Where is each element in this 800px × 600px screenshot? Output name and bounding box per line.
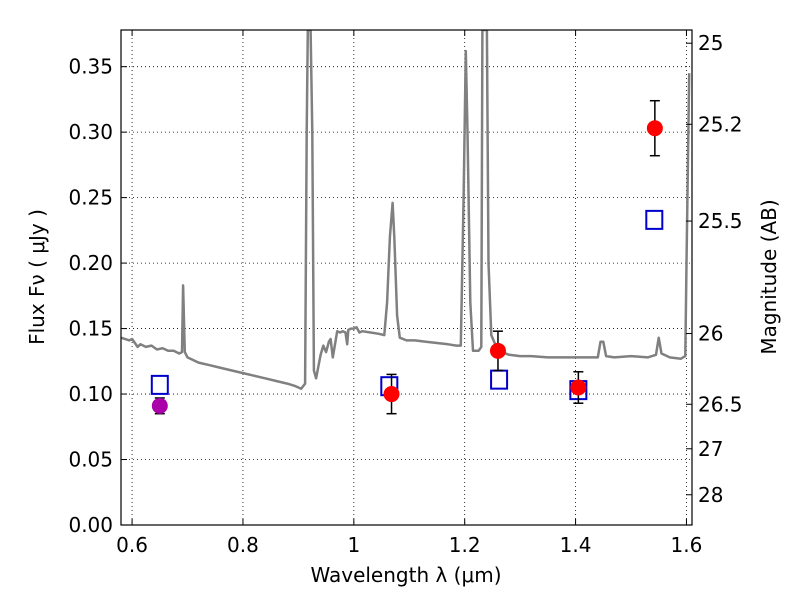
x-tick-label: 0.8 <box>227 533 259 557</box>
y-axis-label: Flux Fν ( μJy ) <box>25 209 49 345</box>
x-tick-label: 1 <box>347 533 360 557</box>
y-tick-label: 0.20 <box>68 251 113 275</box>
grid <box>121 30 692 526</box>
y-axis-right-label: Magnitude (AB) <box>757 199 781 354</box>
measured-point <box>570 379 587 396</box>
y-tick-label: 0.35 <box>68 55 113 79</box>
spectrum-line <box>121 30 691 391</box>
y-tick-label: 0.25 <box>68 186 113 210</box>
x-tick-label: 0.6 <box>116 533 148 557</box>
measured-point <box>151 397 168 414</box>
y-right-tick-label: 25.5 <box>698 209 743 233</box>
y-right-tick-label: 25 <box>698 31 723 55</box>
y-right-tick-label: 28 <box>698 483 723 507</box>
y-right-tick-label: 26.5 <box>698 392 743 416</box>
x-tick-label: 1.6 <box>671 533 703 557</box>
measured-point <box>646 120 663 137</box>
model-square-point <box>150 374 169 395</box>
measured-point <box>383 386 400 403</box>
y-tick-label: 0.05 <box>68 448 113 472</box>
y-tick-label: 0.10 <box>68 382 113 406</box>
x-tick-label: 1.4 <box>560 533 592 557</box>
y-right-tick-label: 26 <box>698 322 723 346</box>
y-right-tick-label: 27 <box>698 437 723 461</box>
model-square-point <box>645 209 664 230</box>
y-tick-label: 0.00 <box>68 513 113 537</box>
plot-area <box>121 30 691 415</box>
y-tick-label: 0.15 <box>68 317 113 341</box>
measured-point <box>489 342 506 359</box>
x-axis-label: Wavelength λ (μm) <box>310 563 501 587</box>
y-right-tick-label: 25.2 <box>698 112 743 136</box>
plot-frame <box>120 29 693 526</box>
x-tick-label: 1.2 <box>449 533 481 557</box>
y-tick-label: 0.30 <box>68 120 113 144</box>
axes: 0.6 0.8 1 1.2 1.4 1.6 0.00 0.05 0.10 0.15 0.20 0.25… <box>68 30 743 557</box>
